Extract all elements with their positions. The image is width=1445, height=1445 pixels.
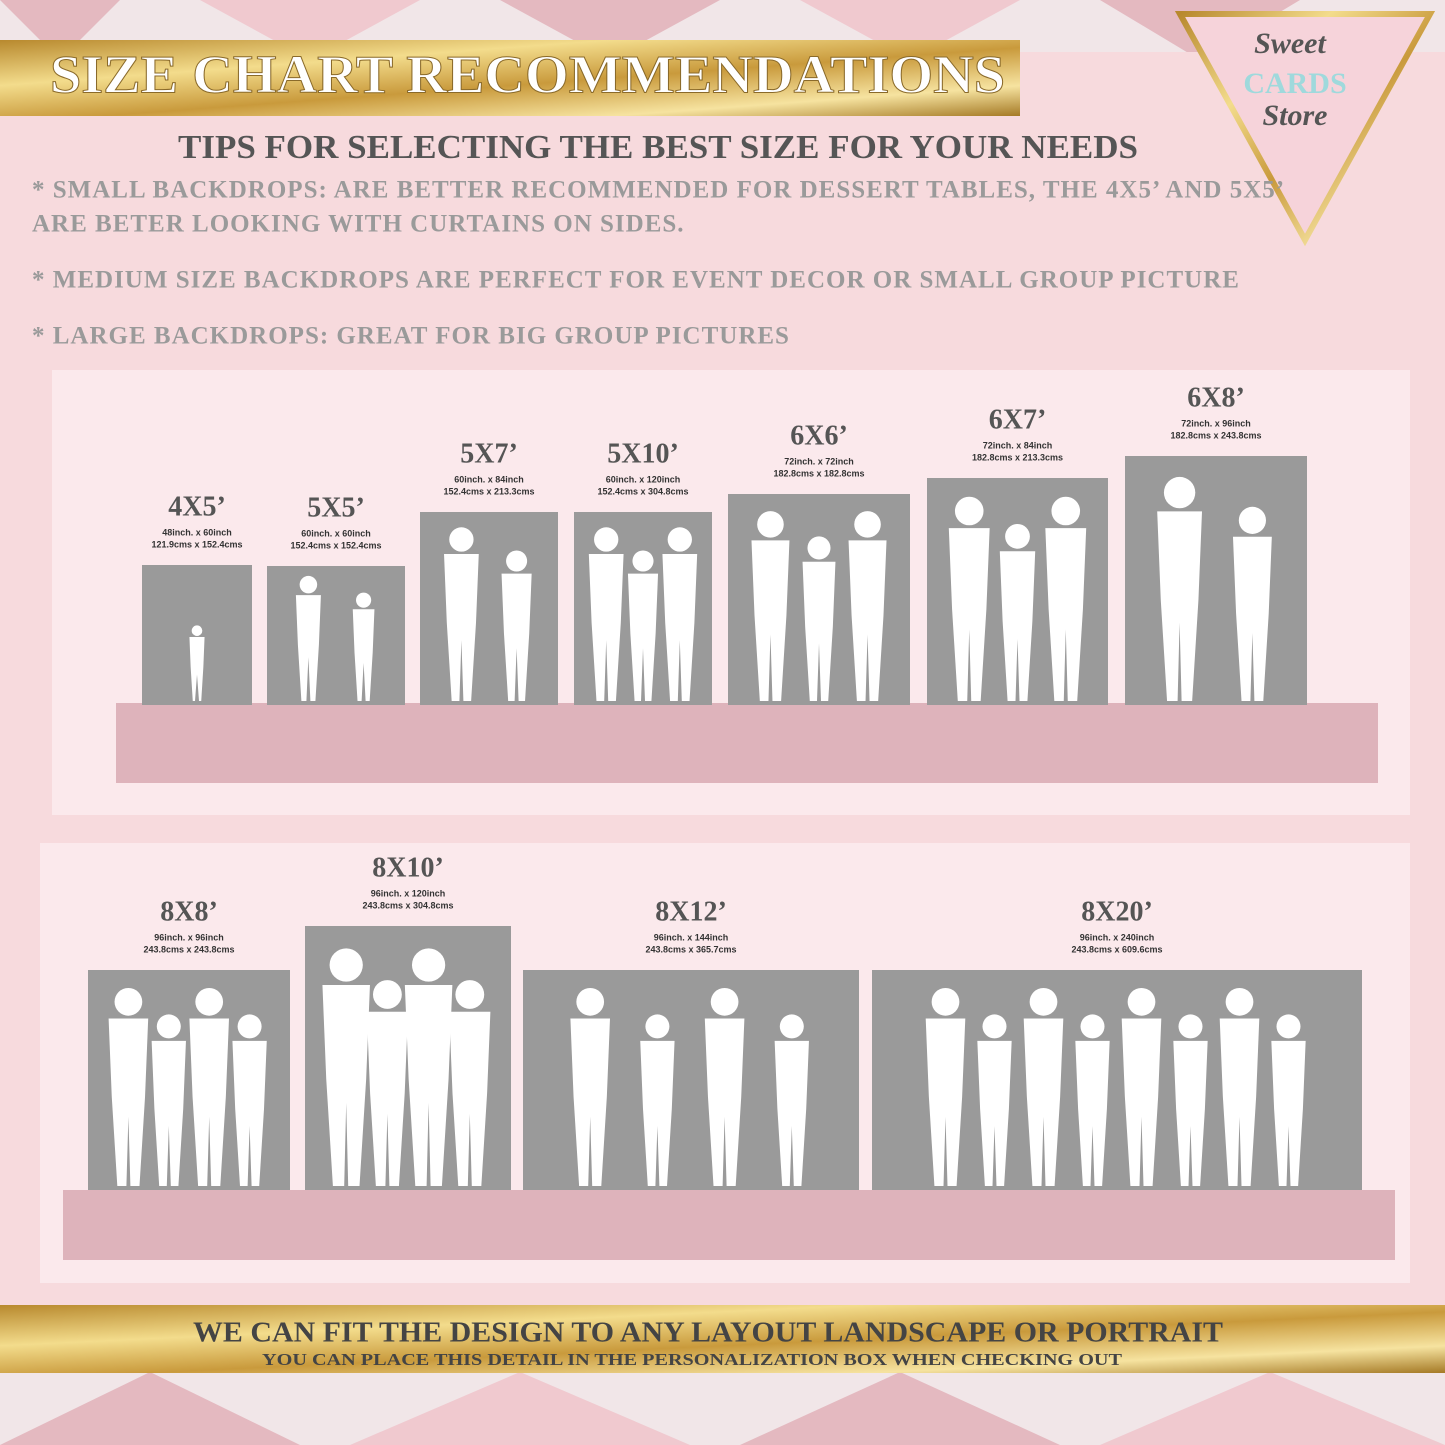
size-cms: 243.8cms x 609.6cms [1071, 944, 1162, 954]
size-label: 8X10’ [372, 852, 444, 883]
backdrop [420, 512, 558, 705]
size-inches: 72inch. x 72inch [784, 456, 854, 466]
silhouette [322, 948, 370, 1186]
size-label: 8X12’ [655, 896, 727, 927]
size-inches: 48inch. x 60inch [162, 527, 232, 537]
silhouette [1045, 496, 1087, 701]
silhouette [449, 980, 491, 1186]
footer-title: WE CAN FIT THE DESIGN TO ANY LAYOUT LAND… [193, 1317, 1223, 1348]
silhouette [1121, 988, 1162, 1186]
silhouette [1271, 1014, 1306, 1186]
silhouette [588, 527, 624, 701]
tip-text: * SMALL BACKDROPS: ARE BETTER RECOMMENDE… [32, 177, 1285, 204]
silhouette [1219, 988, 1260, 1186]
silhouette [108, 988, 149, 1186]
size-cms: 152.4cms x 304.8cms [597, 486, 688, 496]
size-inches: 96inch. x 144inch [654, 932, 729, 942]
logo-text: Sweet [1254, 27, 1327, 60]
size-label: 5X10’ [607, 438, 679, 469]
size-label: 6X8’ [1187, 382, 1245, 413]
silhouette [1075, 1014, 1110, 1186]
size-cms: 121.9cms x 152.4cms [151, 539, 242, 549]
size-label: 5X7’ [460, 438, 518, 469]
silhouette [444, 527, 479, 701]
silhouette [627, 550, 659, 701]
page-title: SIZE CHART RECOMMENDATIONS [50, 44, 1005, 104]
silhouette [189, 625, 205, 701]
silhouette [802, 536, 836, 701]
size-label: 8X8’ [160, 896, 218, 927]
silhouette [704, 988, 745, 1186]
silhouette [662, 527, 698, 701]
silhouette [751, 511, 790, 701]
title-banner [0, 40, 1020, 116]
silhouette [1157, 476, 1203, 701]
size-inches: 72inch. x 96inch [1181, 418, 1251, 428]
tip-text: ARE BETER LOOKING WITH CURTAINS ON SIDES… [32, 211, 685, 238]
size-cms: 152.4cms x 213.3cms [443, 486, 534, 496]
size-label: 6X6’ [790, 420, 848, 451]
silhouette [352, 592, 375, 701]
silhouette [404, 948, 453, 1186]
silhouette [366, 980, 408, 1186]
size-inches: 60inch. x 60inch [301, 528, 371, 538]
size-inches: 96inch. x 120inch [371, 888, 446, 898]
silhouette [774, 1014, 809, 1186]
silhouette [1232, 506, 1272, 701]
size-cms: 182.8cms x 243.8cms [1170, 430, 1261, 440]
footer-banner [0, 1305, 1445, 1373]
size-inches: 72inch. x 84inch [983, 440, 1053, 450]
silhouette [977, 1014, 1012, 1186]
size-inches: 60inch. x 84inch [454, 474, 524, 484]
tip-text: * MEDIUM SIZE BACKDROPS ARE PERFECT FOR … [32, 267, 1240, 294]
size-inches: 96inch. x 240inch [1080, 932, 1155, 942]
backdrop [267, 566, 405, 705]
tip-text: * LARGE BACKDROPS: GREAT FOR BIG GROUP P… [32, 323, 790, 350]
size-inches: 60inch. x 120inch [606, 474, 681, 484]
size-cms: 243.8cms x 365.7cms [645, 944, 736, 954]
size-label: 6X7’ [989, 404, 1047, 435]
logo-text: Store [1262, 99, 1327, 132]
silhouette [948, 496, 990, 701]
size-inches: 96inch. x 96inch [154, 932, 224, 942]
floor [116, 703, 1378, 783]
silhouette [501, 550, 532, 701]
silhouette [570, 988, 610, 1186]
silhouette [999, 523, 1036, 701]
floor [63, 1190, 1395, 1260]
silhouette [295, 575, 321, 701]
silhouette [1023, 988, 1064, 1186]
size-label: 8X20’ [1081, 896, 1153, 927]
silhouette [848, 511, 887, 701]
silhouette [151, 1014, 186, 1186]
size-cms: 243.8cms x 304.8cms [362, 900, 453, 910]
bottom-pattern [0, 1372, 1445, 1445]
silhouette [1173, 1014, 1208, 1186]
logo: Sweet CARDS Store [1174, 11, 1436, 247]
silhouette [640, 1014, 675, 1186]
silhouette [189, 988, 229, 1186]
size-cms: 182.8cms x 213.3cms [972, 452, 1063, 462]
size-label: 5X5’ [307, 492, 365, 523]
logo-text: CARDS [1243, 67, 1346, 100]
size-cms: 152.4cms x 152.4cms [290, 540, 381, 550]
backdrop [1125, 456, 1307, 705]
silhouette [232, 1014, 267, 1186]
footer-note: YOU CAN PLACE THIS DETAIL IN THE PERSONA… [262, 1350, 1123, 1369]
size-label: 4X5’ [168, 491, 226, 522]
size-cms: 243.8cms x 243.8cms [143, 944, 234, 954]
subtitle: TIPS FOR SELECTING THE BEST SIZE FOR YOU… [178, 129, 1138, 166]
silhouette [925, 988, 966, 1186]
size-cms: 182.8cms x 182.8cms [773, 468, 864, 478]
